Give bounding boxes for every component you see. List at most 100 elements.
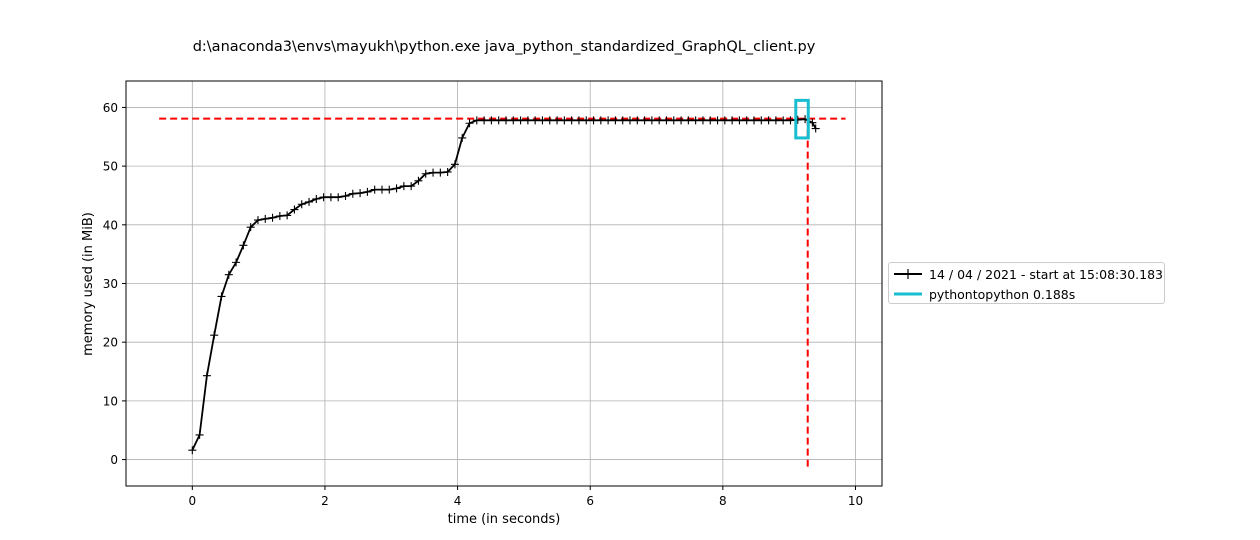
memory-data-point (312, 194, 321, 203)
legend-entry-function: pythontopython 0.188s (893, 284, 1075, 304)
memory-data-point (377, 185, 386, 194)
legend-label-function: pythontopython 0.188s (929, 286, 1076, 302)
memory-data-point (217, 292, 226, 301)
memory-data-point (764, 116, 773, 125)
memory-data-point (319, 193, 328, 202)
grid-layer (126, 81, 882, 486)
legend-line-marker-icon (894, 269, 922, 279)
y-tick-label: 20 (103, 336, 118, 350)
memory-data-point (545, 116, 554, 125)
memory-data-point (421, 169, 430, 178)
memory-data-point (626, 116, 634, 125)
memory-data-point (589, 116, 598, 125)
chart-title: d:\anaconda3\envs\mayukh\python.exe java… (192, 39, 816, 55)
memory-data-point (691, 116, 700, 125)
function-bracket (794, 98, 810, 140)
memory-data-point (436, 168, 445, 177)
memory-data-point (604, 116, 613, 125)
memory-data-point (283, 211, 292, 220)
memory-data-point (582, 116, 591, 125)
memory-data-point (811, 124, 820, 133)
memory-data-point (567, 116, 576, 125)
memory-data-point (443, 167, 452, 176)
y-tick-label: 10 (103, 394, 118, 408)
memory-data-point (742, 116, 751, 125)
memory-data-point (341, 192, 350, 201)
memory-data-point (611, 116, 620, 125)
memory-data-point (596, 116, 605, 125)
memory-data-point (771, 116, 780, 125)
legend-label-memory: 14 / 04 / 2021 - start at 15:08:30.183 (929, 266, 1163, 282)
memory-data-point (392, 184, 401, 193)
memory-data-point (239, 241, 248, 250)
memory-data-point (779, 116, 788, 125)
memory-data-point (618, 116, 627, 125)
memory-data-point (429, 168, 438, 177)
memory-data-point (480, 116, 489, 125)
memory-data-point (224, 270, 233, 279)
memory-data-point (297, 200, 306, 209)
x-axis-label: time (in seconds) (448, 512, 561, 527)
y-axis-label: memory used (in MiB) (81, 212, 96, 356)
tick-layer: 0 2 4 6 8 10 0 10 20 30 40 50 60 (103, 101, 863, 508)
memory-data-point (750, 116, 759, 125)
reference-lines-layer (159, 117, 846, 467)
memory-data-point (363, 187, 372, 196)
y-tick-label: 0 (110, 453, 118, 467)
x-tick-label: 6 (586, 494, 594, 508)
x-tick-label: 10 (848, 494, 863, 508)
memory-data-point (523, 116, 532, 125)
memory-data-point (735, 116, 744, 125)
memory-data-point (348, 189, 357, 198)
legend: 14 / 04 / 2021 - start at 15:08:30.183 p… (888, 262, 1165, 304)
x-tick-label: 4 (454, 494, 462, 508)
memory-data-point (633, 116, 642, 125)
x-tick-label: 2 (321, 494, 329, 508)
memory-data-point (655, 116, 664, 125)
memory-data-point (501, 116, 510, 125)
y-tick-label: 40 (103, 218, 118, 232)
memory-data-point (669, 116, 678, 125)
legend-line-icon (894, 292, 922, 296)
memory-data-point (698, 116, 707, 125)
memory-data-point (407, 182, 416, 191)
memory-data-point (275, 212, 284, 220)
series-layer (188, 98, 820, 455)
memory-data-point (538, 116, 547, 125)
memory-data-point (684, 116, 693, 125)
memory-data-point (399, 182, 408, 191)
memory-data-point (188, 446, 197, 455)
memory-data-point (713, 116, 722, 125)
memory-data-point (305, 197, 314, 206)
memory-data-point (531, 116, 540, 125)
memory-data-point (253, 216, 262, 225)
memory-data-point (246, 223, 255, 232)
memory-data-point (414, 176, 423, 185)
memory-data-point (757, 116, 766, 125)
memory-data-point (494, 116, 503, 125)
memory-data-point (210, 331, 219, 340)
memory-data-point (720, 116, 729, 125)
memory-data-point (232, 258, 241, 267)
memory-data-point (662, 116, 671, 125)
memory-data-point (326, 193, 335, 202)
memory-data-point (356, 189, 365, 198)
memory-data-point (677, 116, 686, 125)
memory-data-point (560, 116, 569, 125)
memory-data-point (385, 185, 394, 194)
memory-data-point (268, 213, 277, 222)
memory-data-point (487, 116, 496, 125)
memory-data-point (195, 430, 204, 439)
x-tick-label: 0 (188, 494, 196, 508)
memory-data-point (509, 116, 518, 125)
memory-data-point (640, 116, 649, 125)
memory-data-point (574, 116, 583, 125)
memory-data-point (458, 133, 467, 142)
memory-data-point (370, 185, 379, 194)
memory-data-point (706, 116, 715, 125)
legend-entry-memory: 14 / 04 / 2021 - start at 15:08:30.183 (893, 264, 1163, 284)
memory-data-point (647, 116, 656, 125)
y-tick-label: 60 (103, 101, 118, 115)
